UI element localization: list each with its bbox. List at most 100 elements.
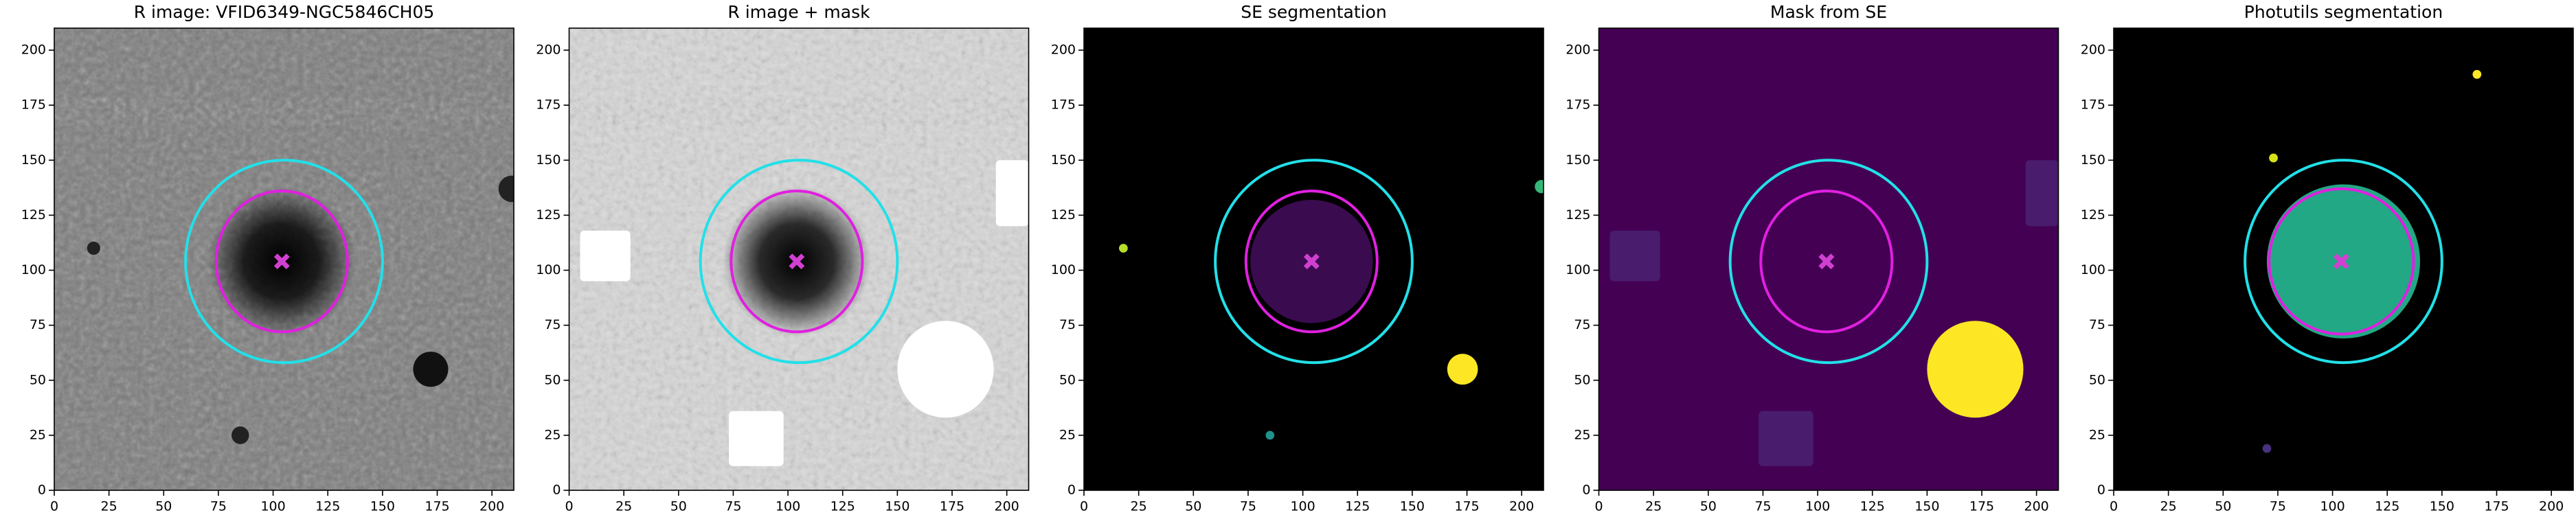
- y-tick-label: 50: [544, 372, 561, 387]
- panel: Mask from SE 0 25 50 75 100 125 150 175 200 0 25 50 7…: [1566, 2, 2059, 514]
- axes-frame: [568, 27, 1030, 491]
- patch: [2262, 444, 2272, 453]
- patch: [2025, 160, 2059, 227]
- panel-title: Mask from SE: [1770, 2, 1887, 22]
- x-tick-label: 125: [831, 499, 855, 514]
- image-area: [1084, 28, 1544, 490]
- image-area: [1598, 28, 2059, 490]
- y-tick-label: 25: [1574, 427, 1590, 442]
- x-tick-label: 0: [565, 499, 573, 514]
- aperture-ellipse: [1759, 190, 1894, 334]
- y-tick-label: 75: [544, 317, 561, 332]
- x-tick-label: 50: [155, 499, 172, 514]
- x-tick-label: 100: [260, 499, 285, 514]
- x-tick-label: 25: [1645, 499, 1662, 514]
- y-tick-label: 25: [30, 427, 46, 442]
- x-tick-label: 175: [425, 499, 449, 514]
- panel: R image: VFID6349-NGC5846CH05 0 25 50 75 100 1…: [21, 2, 515, 514]
- y-tick-label: 0: [552, 483, 561, 498]
- patch: [1447, 354, 1478, 385]
- patch: [87, 241, 100, 255]
- patch: [1609, 230, 1660, 282]
- y-tick-label: 175: [2081, 98, 2105, 113]
- x-tick-label: 75: [1754, 499, 1771, 514]
- x-tick-label: 150: [1400, 499, 1425, 514]
- aperture-ellipse: [1728, 159, 1929, 365]
- x-tick-label: 100: [1290, 499, 1315, 514]
- panel-title: R image: VFID6349-NGC5846CH05: [134, 2, 435, 22]
- aperture-ellipse: [730, 190, 864, 334]
- y-tick-label: 50: [2089, 372, 2105, 387]
- x-tick-label: 50: [2215, 499, 2231, 514]
- panel-title: SE segmentation: [1241, 2, 1386, 22]
- x-tick-label: 150: [2430, 499, 2454, 514]
- y-tick-label: 125: [2081, 207, 2105, 222]
- x-tick-label: 200: [479, 499, 504, 514]
- patch: [2269, 153, 2278, 163]
- x-tick-label: 75: [210, 499, 227, 514]
- x-tick-label: 25: [1131, 499, 1147, 514]
- y-tick-label: 150: [1566, 152, 1590, 168]
- patch: [498, 175, 514, 203]
- x-tick-label: 100: [776, 499, 800, 514]
- y-tick-label: 75: [1574, 317, 1590, 332]
- patch: [1927, 321, 2024, 418]
- x-tick-label: 200: [2024, 499, 2049, 514]
- patch: [729, 411, 784, 466]
- x-tick-label: 0: [50, 499, 58, 514]
- patch: [1535, 180, 1544, 194]
- x-tick-label: 25: [101, 499, 117, 514]
- patch: [1118, 244, 1128, 253]
- center-marker: [1818, 253, 1835, 270]
- x-tick-label: 150: [885, 499, 909, 514]
- x-tick-label: 200: [1509, 499, 1534, 514]
- patch: [580, 230, 631, 282]
- y-tick-label: 50: [30, 372, 46, 387]
- center-marker: [273, 253, 290, 270]
- y-tick-label: 100: [21, 262, 46, 277]
- y-tick-label: 200: [2081, 43, 2105, 58]
- y-tick-label: 200: [21, 43, 46, 58]
- x-tick-label: 200: [995, 499, 1019, 514]
- x-tick-label: 125: [1345, 499, 1370, 514]
- x-tick-label: 200: [2539, 499, 2564, 514]
- image-band: [569, 98, 1029, 126]
- axes-frame: [54, 27, 515, 491]
- y-tick-label: 100: [1566, 262, 1590, 277]
- x-tick-label: 100: [2320, 499, 2345, 514]
- patch: [1265, 431, 1275, 440]
- patch: [231, 426, 249, 444]
- y-tick-label: 75: [30, 317, 46, 332]
- y-tick-label: 0: [1582, 483, 1590, 498]
- y-tick-label: 100: [1051, 262, 1076, 277]
- y-tick-label: 150: [536, 152, 561, 168]
- x-tick-label: 50: [1700, 499, 1717, 514]
- x-tick-label: 50: [1185, 499, 1201, 514]
- x-tick-label: 175: [1454, 499, 1479, 514]
- x-tick-label: 75: [725, 499, 741, 514]
- x-tick-label: 125: [315, 499, 340, 514]
- panel-title: R image + mask: [727, 2, 870, 22]
- x-tick-label: 100: [1805, 499, 1830, 514]
- aperture-ellipse: [2268, 187, 2415, 336]
- y-tick-label: 175: [1566, 98, 1590, 113]
- center-marker: [1303, 253, 1320, 270]
- patch: [995, 160, 1029, 227]
- y-tick-label: 25: [2089, 427, 2105, 442]
- y-tick-label: 75: [2089, 317, 2105, 332]
- image-area: [569, 28, 1029, 490]
- y-tick-label: 175: [21, 98, 46, 113]
- y-tick-label: 125: [21, 207, 46, 222]
- x-tick-label: 75: [1240, 499, 1256, 514]
- y-tick-label: 50: [1574, 372, 1590, 387]
- x-tick-label: 0: [1594, 499, 1603, 514]
- axes-frame: [1598, 27, 2059, 491]
- x-tick-label: 125: [1860, 499, 1885, 514]
- y-tick-label: 0: [2097, 483, 2105, 498]
- panel: R image + mask 0 25 50 75 100 125 150 175 200 0 25 5…: [536, 2, 1030, 514]
- panel-title: Photutils segmentation: [2244, 2, 2443, 22]
- aperture-ellipse: [214, 190, 349, 334]
- aperture-ellipse: [184, 159, 384, 365]
- y-tick-label: 125: [536, 207, 561, 222]
